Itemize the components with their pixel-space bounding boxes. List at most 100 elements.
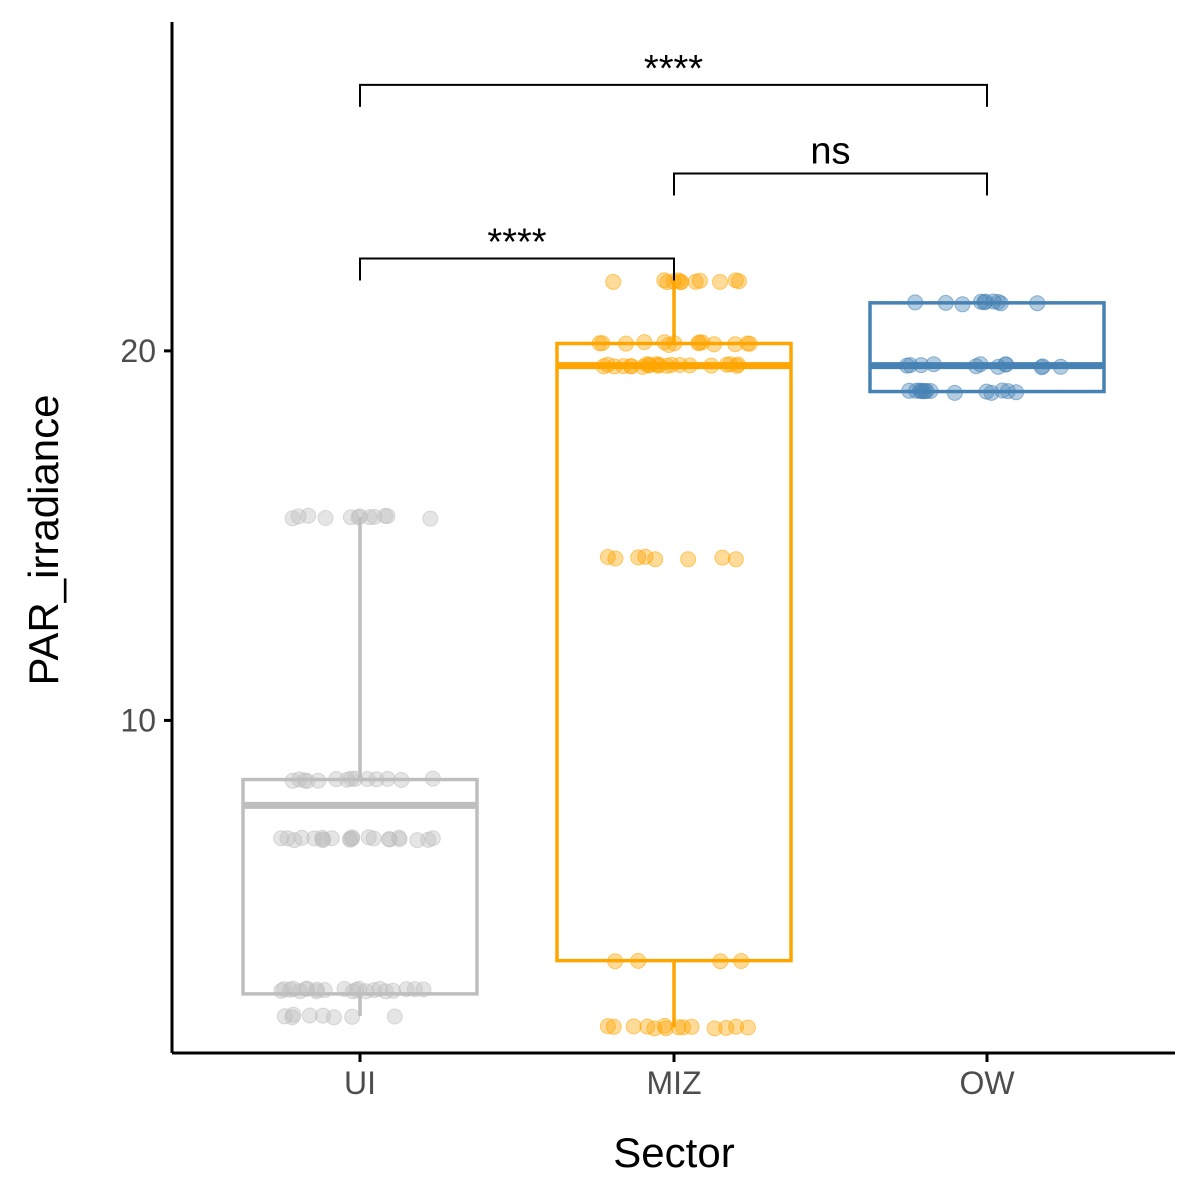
x-tick-label: MIZ [646,1065,701,1101]
data-point [946,384,963,401]
data-point [637,548,654,565]
data-point [727,551,744,568]
data-point [714,549,731,566]
significance-layer: **** ns **** [359,48,988,281]
data-point [727,272,744,289]
data-point [992,295,1009,312]
data-point [599,1018,616,1035]
data-point [336,981,353,997]
data-point [694,334,711,351]
significance-bracket: ns [673,131,988,196]
data-point [722,356,739,373]
data-point [422,510,439,527]
significance-label: ns [810,131,850,173]
x-tick-label: UI [344,1065,376,1101]
data-point [368,771,385,788]
data-point [591,335,608,352]
data-point [1052,358,1069,375]
bracket-line [359,83,988,107]
box-iqr [241,777,479,996]
data-point [379,508,396,525]
data-point [606,358,623,375]
data-point [607,953,624,970]
data-point [972,356,989,373]
data-point [641,356,658,373]
data-point [646,1020,663,1037]
data-point [605,273,622,290]
data-point [728,1018,745,1035]
data-point [1008,384,1025,401]
axes-layer: 10 20 UI MIZ OW [120,22,1175,1101]
data-point [990,294,1007,310]
data-point [275,981,292,998]
data-point [310,772,327,789]
data-point [954,296,971,313]
data-point [361,509,378,526]
data-point [902,357,919,374]
data-point [381,831,398,848]
data-point [733,953,750,969]
data-point [913,357,930,374]
data-point [301,1007,318,1024]
x-tick-label: OW [959,1065,1015,1101]
y-tick-label: 10 [120,702,156,738]
significance-label: **** [644,48,703,90]
data-point [659,274,676,291]
data-point [286,832,303,849]
data-point [409,832,426,849]
data-point [656,1017,673,1034]
data-point [706,1020,723,1037]
data-point [298,980,315,997]
data-point [680,551,697,568]
data-point [317,510,334,526]
data-point [739,335,756,352]
bracket-line [359,257,675,281]
data-point [344,1008,361,1025]
data-point [727,336,744,353]
data-point [976,294,993,311]
data-point [683,1018,700,1035]
data-point [687,273,704,290]
data-point [907,294,924,311]
box-ui [241,517,479,1017]
data-point [671,357,688,373]
data-point [968,358,985,375]
data-point [273,982,290,999]
data-point [937,294,954,311]
data-point [625,1018,642,1035]
data-point [712,273,728,290]
data-point [1029,295,1046,312]
data-point [703,357,720,374]
data-point [607,550,624,567]
data-point [284,772,301,789]
points-layer [273,272,1069,1037]
data-point [296,772,313,789]
data-point [618,335,634,352]
data-point [670,1019,687,1036]
data-point [983,384,1000,401]
data-point [342,509,359,526]
data-point [673,274,690,291]
data-point [300,507,317,524]
data-point [712,953,729,970]
data-point [999,383,1016,400]
data-point [636,334,653,351]
data-point [605,1018,622,1035]
data-point [365,830,382,847]
significance-bracket: **** [359,222,675,281]
data-point [291,771,308,788]
data-point [314,832,331,848]
data-point [675,1019,691,1036]
bracket-line [673,172,988,196]
data-point [284,510,301,527]
data-point [279,830,296,847]
box-miz [555,280,793,1028]
data-point [647,551,664,568]
data-point [348,981,365,998]
data-point [1033,359,1050,376]
data-point [420,831,437,848]
y-tick-label: 20 [120,333,156,369]
data-point [347,770,364,787]
data-point [273,830,290,847]
